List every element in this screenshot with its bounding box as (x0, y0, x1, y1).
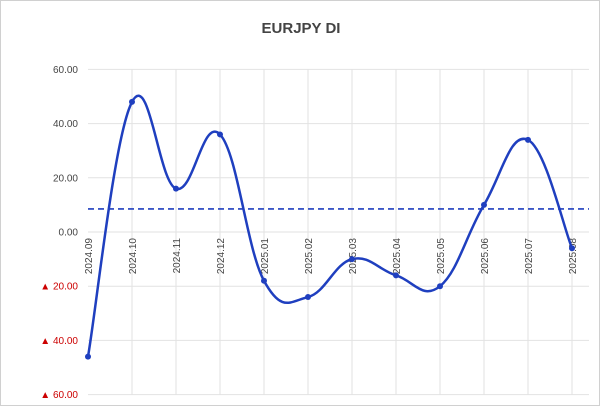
x-tick-label: 2025.05 (436, 238, 447, 275)
x-tick-label: 2025.03 (348, 238, 359, 275)
y-tick-label: ▲ 20.00 (40, 282, 78, 293)
data-point (525, 136, 531, 143)
data-point (305, 294, 311, 301)
y-tick-label: 20.00 (53, 173, 78, 184)
x-tick-label: 2024.09 (84, 238, 95, 275)
x-tick-label: 2025.04 (392, 238, 403, 275)
data-point (481, 201, 487, 208)
x-tick-label: 2024.10 (128, 238, 139, 275)
chart-title: EURJPY DI (262, 20, 341, 37)
y-tick-label: 40.00 (53, 119, 78, 130)
data-point (349, 256, 355, 263)
x-tick-label: 2024.12 (216, 238, 227, 275)
x-tick-label: 2024.11 (172, 238, 183, 274)
data-point (261, 277, 267, 284)
data-point (569, 245, 575, 252)
data-point (217, 131, 223, 138)
x-tick-label: 2025.07 (524, 238, 535, 275)
y-tick-label: ▲ 60.00 (40, 390, 78, 401)
x-tick-label: 2025.02 (304, 238, 315, 275)
y-tick-label: 60.00 (53, 65, 78, 76)
data-point (173, 185, 179, 192)
data-point (393, 272, 399, 279)
y-tick-label: ▲ 40.00 (40, 336, 78, 347)
data-point (129, 98, 135, 105)
x-tick-label: 2025.01 (260, 238, 271, 275)
data-point (437, 283, 443, 290)
x-tick-label: 2025.08 (568, 238, 579, 275)
x-tick-label: 2025.06 (480, 238, 491, 275)
data-point (85, 353, 91, 360)
series-line (86, 94, 574, 358)
y-tick-label: 0.00 (59, 228, 79, 239)
